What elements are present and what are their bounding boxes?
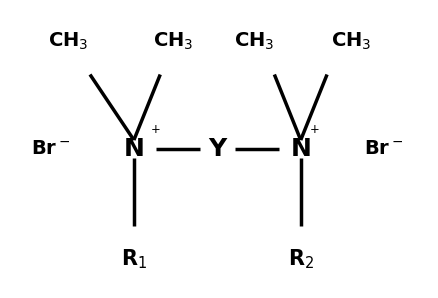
Text: CH$_3$: CH$_3$ xyxy=(330,31,371,52)
Text: $^+$: $^+$ xyxy=(307,124,319,142)
Text: $^+$: $^+$ xyxy=(148,124,161,142)
Text: CH$_3$: CH$_3$ xyxy=(234,31,274,52)
Text: N: N xyxy=(123,137,144,161)
Text: R$_1$: R$_1$ xyxy=(120,247,147,271)
Text: Br$^-$: Br$^-$ xyxy=(31,139,70,159)
Text: CH$_3$: CH$_3$ xyxy=(153,31,193,52)
Text: R$_2$: R$_2$ xyxy=(287,247,313,271)
Text: Br$^-$: Br$^-$ xyxy=(364,139,403,159)
Text: N: N xyxy=(290,137,311,161)
Text: Y: Y xyxy=(208,137,226,161)
Text: CH$_3$: CH$_3$ xyxy=(48,31,88,52)
